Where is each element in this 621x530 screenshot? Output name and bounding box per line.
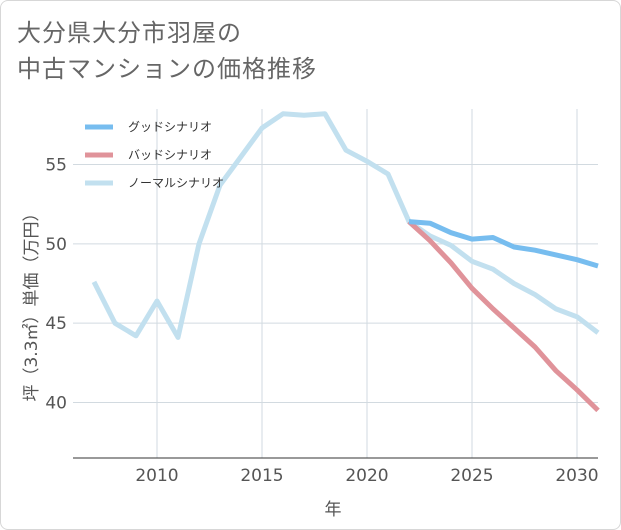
chart-title-line-2: 中古マンションの価格推移	[17, 55, 317, 83]
legend-label-bad: バッドシナリオ	[128, 148, 212, 162]
y-tick-label-40: 40	[45, 393, 67, 413]
x-axis-title: 年	[325, 500, 342, 520]
legend-label-normal: ノーマルシナリオ	[128, 176, 224, 190]
x-tick-label-2030: 2030	[555, 466, 598, 486]
series-line-bad	[407, 219, 600, 413]
axes: 年 坪（3.3㎡）単価（万円） 2010 2015 2020 2025 2030 40 45…	[22, 156, 599, 520]
x-tick-label-2010: 2010	[135, 466, 178, 486]
y-tick-label-45: 45	[45, 314, 67, 334]
legend: グッドシナリオ バッドシナリオ ノーマルシナリオ	[85, 120, 224, 190]
chart-title-line-1: 大分県大分市羽屋の	[17, 19, 242, 47]
x-tick-label-2020: 2020	[345, 466, 388, 486]
series-lines	[91, 111, 600, 413]
series-line-normal	[91, 111, 600, 340]
chart-title: 大分県大分市羽屋の 中古マンションの価格推移	[17, 15, 317, 87]
y-tick-label-50: 50	[45, 235, 67, 255]
y-axis-title: 坪（3.3㎡）単価（万円）	[22, 204, 42, 401]
series-line-good	[408, 219, 599, 269]
legend-label-good: グッドシナリオ	[128, 120, 212, 134]
y-tick-label-55: 55	[45, 156, 67, 176]
x-tick-label-2015: 2015	[240, 466, 283, 486]
x-tick-label-2025: 2025	[450, 466, 493, 486]
